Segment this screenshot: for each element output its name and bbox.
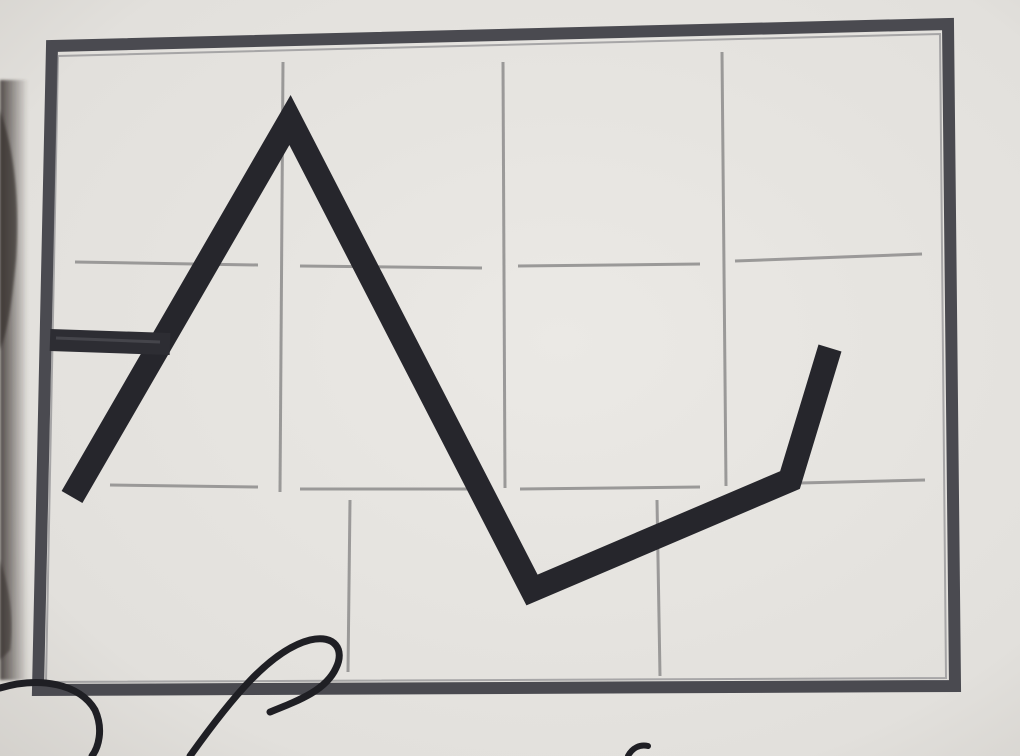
grid-horizontal-line [299, 264, 483, 270]
grid-horizontal-line [519, 485, 701, 491]
bold-zigzag-line [61, 94, 842, 606]
grid-vertical-line [346, 499, 352, 673]
grid-horizontal-line [517, 262, 701, 268]
handwriting-mark [625, 742, 651, 756]
grid-vertical-line [720, 51, 728, 487]
left-dark-object-lower [0, 560, 12, 660]
grid-horizontal-line [799, 478, 926, 485]
bold-horizontal-stub [49, 329, 171, 355]
drawn-frame [31, 17, 962, 697]
grid-horizontal-line [74, 260, 259, 267]
grid-horizontal-line [109, 483, 259, 489]
handwriting-scribble [186, 635, 343, 756]
left-dark-object [0, 110, 18, 350]
stub-highlight [55, 336, 161, 344]
drawn-frame-highlight [44, 32, 948, 684]
grid-vertical-line [501, 61, 507, 489]
handwriting-scribble-loop [0, 679, 104, 756]
grid-horizontal-line [734, 252, 923, 263]
